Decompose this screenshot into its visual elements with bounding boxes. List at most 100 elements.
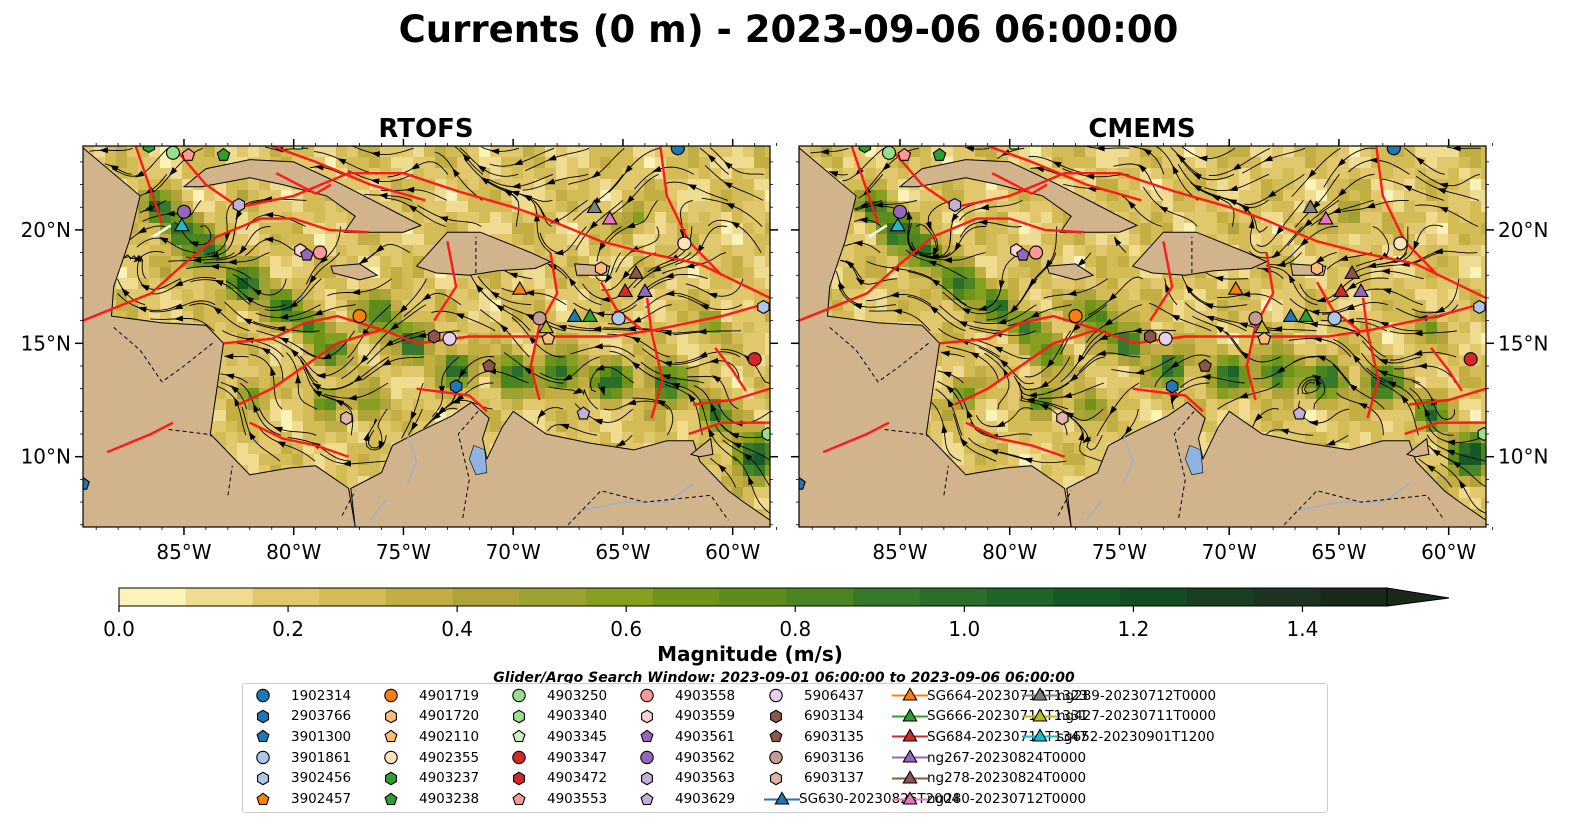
- marker-4903238[interactable]: [216, 147, 231, 161]
- marker-ng289-20230712T0000[interactable]: [1302, 199, 1319, 214]
- marker-4903553[interactable]: [181, 147, 196, 161]
- legend-item-label: 4903347: [547, 749, 608, 766]
- marker-4903562[interactable]: [892, 204, 908, 219]
- marker-4903629[interactable]: [1292, 406, 1307, 420]
- marker-ng280-20230712T0000[interactable]: [1317, 210, 1334, 225]
- marker-4902355[interactable]: [1393, 236, 1408, 251]
- marker-4903563[interactable]: [948, 197, 962, 213]
- legend-item: 3901300: [249, 726, 351, 747]
- marker-4903558[interactable]: [1028, 245, 1044, 260]
- marker-4903558[interactable]: [312, 245, 328, 260]
- marker-SG666-20230711T1331[interactable]: [1298, 308, 1315, 322]
- marker-3901300[interactable]: [77, 476, 90, 490]
- marker-ng267-20230824T0000[interactable]: [1352, 283, 1369, 297]
- marker-3902456[interactable]: [1473, 299, 1486, 315]
- marker-6903136[interactable]: [1248, 311, 1263, 326]
- colorbar-segment: [652, 588, 721, 606]
- legend-item-label: 3901300: [291, 728, 352, 745]
- marker-4901719[interactable]: [1068, 309, 1083, 324]
- marker-4903238[interactable]: [932, 147, 947, 161]
- marker-SG630-20230826T2004[interactable]: [1282, 308, 1299, 322]
- legend-item-label: SG630-20230826T2004: [799, 791, 960, 807]
- legend-item: ng267-20230824T0000: [890, 747, 1086, 768]
- marker-6903137[interactable]: [340, 410, 353, 426]
- marker-4903562[interactable]: [176, 204, 192, 219]
- marker-ng278-20230824T0000[interactable]: [628, 264, 645, 279]
- marker-ng267-20230824T0000[interactable]: [636, 283, 653, 297]
- map-panel-rtofs[interactable]: 85°W 80°W 75°W 70°W 65°W 60°W 20°N 15°N 10°N: [21, 133, 778, 564]
- marker-4903472[interactable]: [1325, 133, 1336, 147]
- lat-tick-label: 10°N: [1498, 445, 1548, 469]
- marker-4903561[interactable]: [1016, 247, 1030, 261]
- marker-3901861[interactable]: [611, 311, 626, 326]
- marker-ng278-20230824T0000[interactable]: [1344, 264, 1361, 279]
- map-panel-cmems[interactable]: 85°W 80°W 75°W 70°W 65°W 60°W 20°N 15°N 10°N: [791, 133, 1548, 564]
- marker-4902110[interactable]: [1257, 331, 1272, 345]
- marker-SG664-20230719T1323[interactable]: [511, 280, 528, 295]
- marker-4903347[interactable]: [1463, 352, 1478, 367]
- marker-6903134[interactable]: [1144, 329, 1157, 344]
- marker-4903472[interactable]: [609, 133, 620, 147]
- marker-sg652-20230901T1200[interactable]: [173, 217, 190, 232]
- marker-4902355[interactable]: [677, 236, 692, 251]
- legend-item: 4903629: [633, 789, 735, 810]
- marker-4903237[interactable]: [858, 140, 872, 154]
- marker-SG666-20230711T1331[interactable]: [582, 308, 599, 322]
- legend-item-label: 6903135: [804, 728, 865, 745]
- marker-4901719[interactable]: [352, 309, 367, 324]
- marker-3901861[interactable]: [1327, 311, 1342, 326]
- marker-4903345[interactable]: [1008, 137, 1020, 150]
- marker-4903553[interactable]: [897, 147, 912, 161]
- marker-1902314[interactable]: [670, 142, 685, 156]
- lon-tick-label: 65°W: [595, 540, 650, 564]
- marker-5906437[interactable]: [442, 331, 457, 346]
- marker-6903134[interactable]: [428, 329, 441, 344]
- marker-1902314[interactable]: [1386, 142, 1401, 156]
- marker-SG630-20230826T2004[interactable]: [566, 308, 583, 322]
- marker-4901720[interactable]: [1310, 261, 1324, 276]
- marker-4903561[interactable]: [300, 247, 314, 261]
- legend-item: 3902456: [249, 768, 351, 789]
- marker-ng289-20230712T0000[interactable]: [586, 199, 603, 214]
- legend-item: SG630-20230826T2004: [762, 789, 960, 810]
- marker-3901300[interactable]: [793, 476, 806, 490]
- marker-4903250[interactable]: [881, 146, 897, 160]
- marker-SG684-20230711T1347[interactable]: [1333, 283, 1350, 297]
- marker-4903347[interactable]: [747, 352, 762, 367]
- marker-4903629[interactable]: [576, 406, 591, 420]
- marker-3902456[interactable]: [757, 299, 770, 315]
- marker-4903563[interactable]: [232, 197, 246, 213]
- legend-item-label: ng289-20230712T0000: [1057, 687, 1217, 704]
- marker-ng427-20230711T0000[interactable]: [538, 319, 555, 334]
- lon-tick-label: 65°W: [1311, 540, 1366, 564]
- marker-2903766[interactable]: [1165, 379, 1179, 394]
- marker-4903237[interactable]: [142, 140, 156, 154]
- marker-4901720[interactable]: [594, 261, 608, 276]
- marker-6903135[interactable]: [482, 358, 496, 372]
- colorbar-segment: [1186, 588, 1255, 606]
- marker-ng427-20230711T0000[interactable]: [1254, 319, 1271, 334]
- marker-sg652-20230901T1200[interactable]: [889, 217, 906, 232]
- marker-4903340[interactable]: [761, 426, 773, 442]
- marker-SG684-20230711T1347[interactable]: [617, 283, 634, 297]
- marker-6903136[interactable]: [532, 311, 547, 326]
- hexagon-marker-icon: [641, 771, 653, 786]
- marker-6903135[interactable]: [1198, 358, 1212, 372]
- marker-4903340[interactable]: [1477, 426, 1489, 442]
- marker-4903345[interactable]: [292, 137, 304, 150]
- legend-title: Glider/Argo Search Window: 2023-09-01 06…: [493, 670, 1075, 686]
- marker-2903766[interactable]: [449, 379, 463, 394]
- legend-item-label: SG664-20230719T1323: [927, 687, 1088, 704]
- colorbar-segment: [1320, 588, 1388, 606]
- marker-6903137[interactable]: [1056, 410, 1069, 426]
- legend-item-label: 4903561: [675, 728, 736, 745]
- legend-item-label: 4901719: [419, 687, 480, 704]
- lon-tick-label: 80°W: [266, 540, 321, 564]
- marker-5906437[interactable]: [1158, 331, 1173, 346]
- marker-4902110[interactable]: [541, 331, 556, 345]
- panel-title-rtofs: RTOFS: [378, 114, 474, 144]
- marker-SG664-20230719T1323[interactable]: [1227, 280, 1244, 295]
- colorbar-tick-label: 1.0: [948, 617, 980, 641]
- marker-ng280-20230712T0000[interactable]: [601, 210, 618, 225]
- marker-4903250[interactable]: [165, 146, 181, 160]
